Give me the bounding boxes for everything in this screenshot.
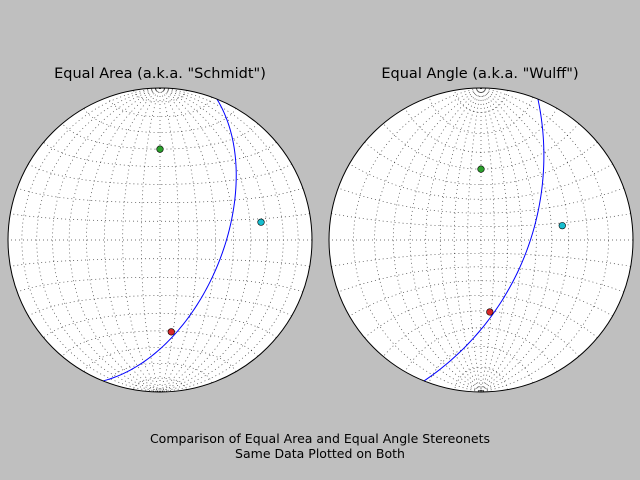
grid-meridian [86,88,161,392]
grid-meridian [159,88,198,392]
grid-meridian [159,88,268,392]
red-pole-marker [486,308,494,316]
grid-meridian [159,88,216,392]
grid-parallel [404,108,558,153]
great-circle-plane [423,98,545,382]
left-net-title: Equal Area (a.k.a. "Schmidt") [54,66,266,82]
grid-parallel [43,142,277,167]
grid-parallel [17,187,303,204]
grid-meridian [36,88,161,392]
grid-parallel [10,213,310,222]
grid-meridian [480,88,553,392]
grid-meridian [104,88,161,392]
grid-meridian [480,88,509,392]
net-grid [329,88,633,392]
figure-caption-line-1: Comparison of Equal Area and Equal Angle… [149,431,491,446]
primitive-circle [328,87,634,393]
equal-angle-stereonet [328,87,634,393]
figure-caption-line-2: Same Data Plotted on Both [235,446,405,461]
green-pole-marker [156,145,164,153]
green-pole-marker [477,165,485,173]
grid-parallel [10,258,310,267]
net-grid [8,88,312,392]
equal-area-stereonet [7,87,313,393]
grid-meridian [353,88,482,392]
grid-parallel [383,123,579,170]
great-circle-plane [102,98,237,382]
cyan-pole-marker [558,222,566,230]
grid-meridian [439,88,482,392]
grid-parallel [383,310,579,357]
grid-meridian [480,88,495,392]
grid-meridian [409,88,482,392]
right-net-title: Equal Angle (a.k.a. "Wulff") [381,66,579,82]
grid-meridian [480,88,570,392]
red-pole-marker [167,328,175,336]
grid-meridian [52,88,161,392]
primitive-circle [7,87,313,393]
grid-parallel [404,327,558,372]
cyan-pole-marker [257,218,265,226]
grid-meridian [159,88,234,392]
grid-parallel [62,123,258,150]
grid-parallel [62,330,258,357]
grid-meridian [453,88,482,392]
grid-parallel [43,313,277,338]
grid-parallel [17,276,303,293]
